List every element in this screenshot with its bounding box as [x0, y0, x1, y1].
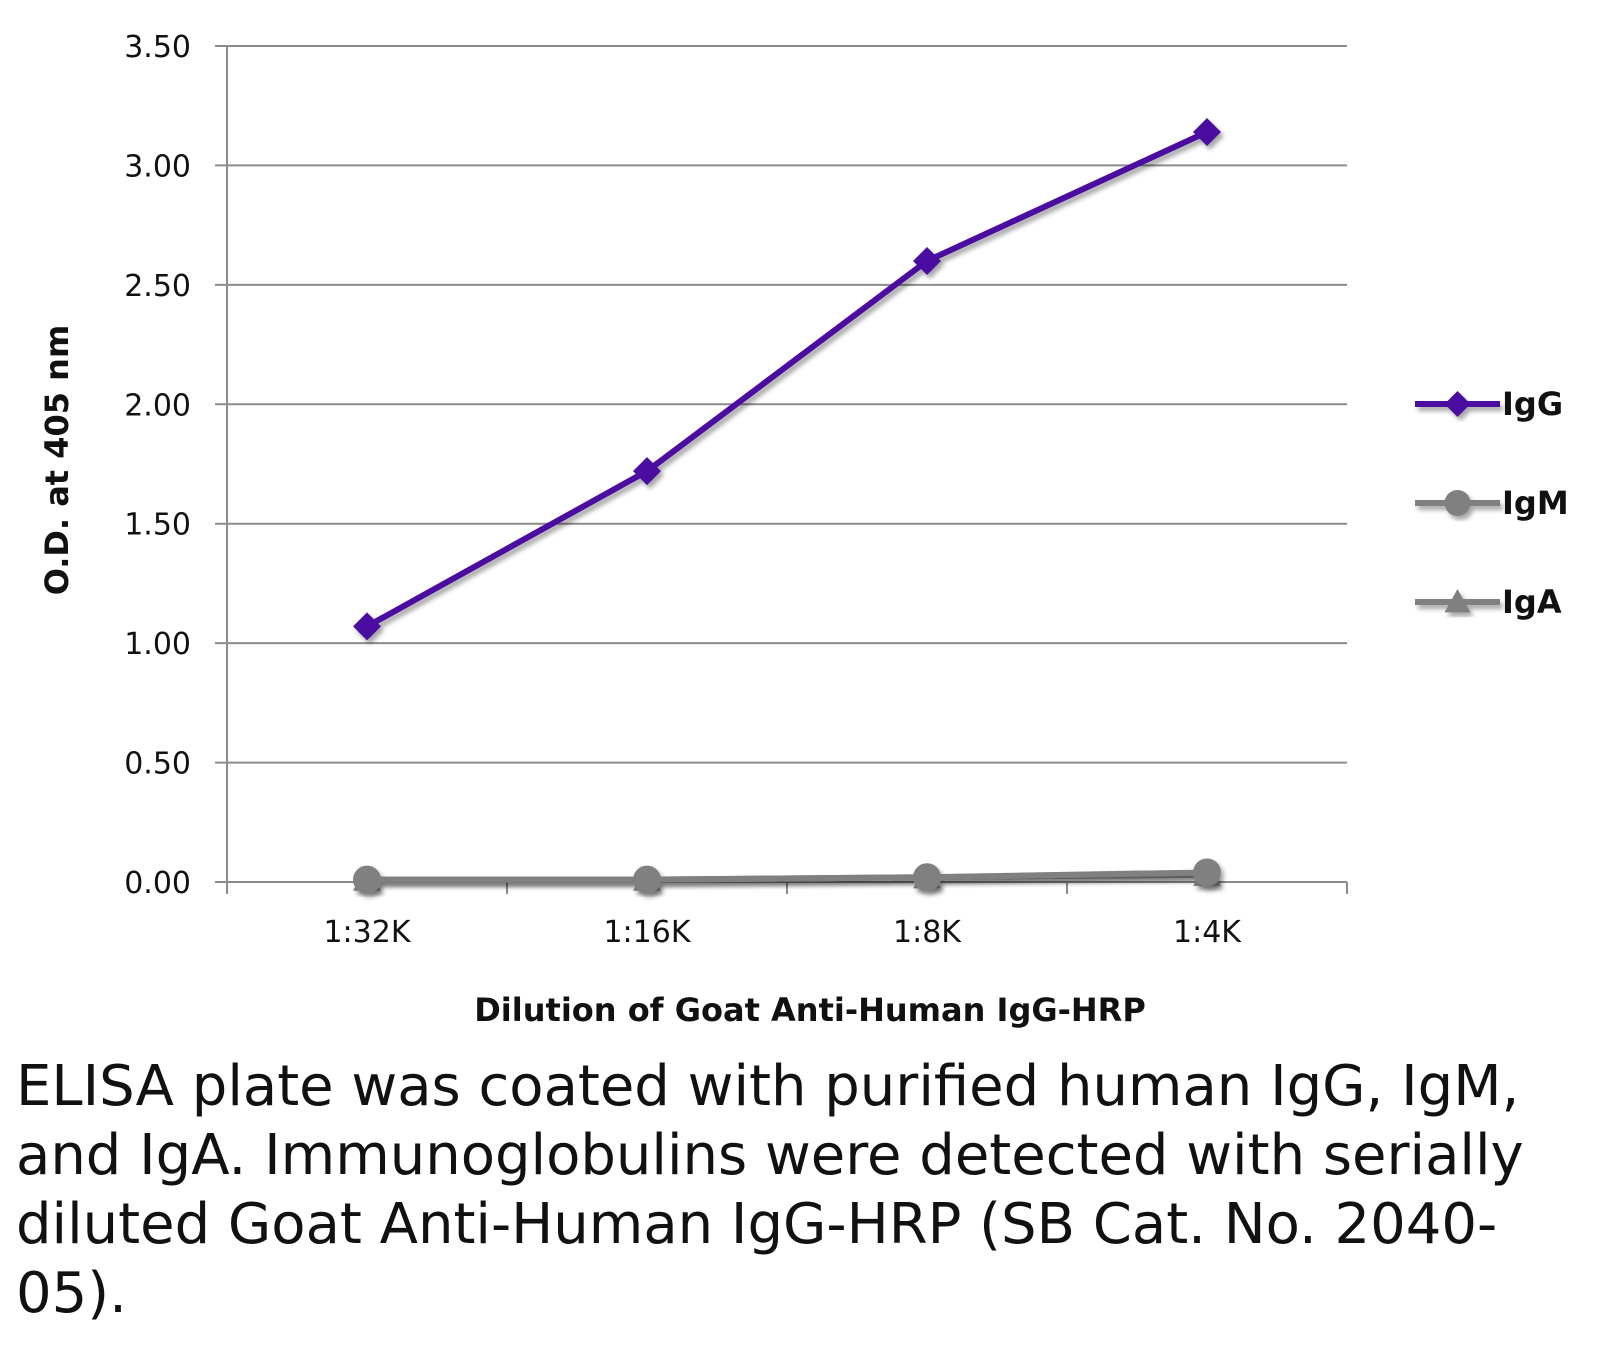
legend-marker — [1444, 391, 1471, 417]
data-point-igm — [353, 865, 381, 894]
data-point-igg — [353, 612, 381, 641]
data-point-igm — [1193, 858, 1221, 887]
legend-key-iga — [1415, 589, 1500, 613]
y-axis-title: O.D. at 405 nm — [38, 325, 76, 596]
y-tick-label: 1.50 — [124, 508, 191, 543]
data-point-igm — [633, 865, 661, 894]
y-tick-label: 3.50 — [124, 30, 191, 65]
axes: 0.00 0.50 1.00 1.50 2.00 2.50 3.00 3.50 1:32K 1:1… — [124, 30, 1348, 950]
x-tick-label: 1:32K — [323, 915, 411, 950]
data-point-igg — [1193, 117, 1221, 146]
y-tick-label: 3.00 — [124, 149, 191, 184]
legend-label: IgG — [1502, 385, 1563, 423]
x-tick-label: 1:16K — [603, 915, 691, 950]
y-tick-label: 2.00 — [124, 388, 191, 423]
legend-label: IgM — [1502, 484, 1569, 522]
legend-marker — [1444, 589, 1471, 613]
x-tick-label: 1:8K — [893, 915, 962, 950]
legend-key-igg — [1415, 391, 1500, 417]
series-igm — [353, 858, 1221, 894]
legend: IgG IgM IgA — [1415, 385, 1569, 621]
gridlines — [215, 45, 1347, 764]
data-point-igg — [633, 457, 661, 486]
series-line-igg — [365, 129, 1209, 630]
legend-marker — [1444, 490, 1471, 516]
y-tick-label: 0.50 — [124, 747, 191, 782]
series-igg — [353, 117, 1221, 641]
data-point-igg — [913, 246, 941, 275]
data-point-igm — [913, 863, 941, 892]
y-tick-label: 1.00 — [124, 627, 191, 662]
x-tick-label: 1:4K — [1173, 915, 1242, 950]
x-axis-title: Dilution of Goat Anti-Human IgG-HRP — [474, 991, 1146, 1029]
y-tick-label: 0.00 — [124, 866, 191, 901]
y-tick-label: 2.50 — [124, 269, 191, 304]
elisa-line-chart: 0.00 0.50 1.00 1.50 2.00 2.50 3.00 3.50 1:32K 1:1… — [38, 30, 1569, 1029]
figure-caption: ELISA plate was coated with purified hum… — [16, 1054, 1524, 1326]
series-layer — [353, 117, 1221, 894]
series-line-igm — [367, 869, 1208, 883]
legend-label: IgA — [1502, 583, 1562, 621]
legend-key-igm — [1415, 490, 1500, 516]
